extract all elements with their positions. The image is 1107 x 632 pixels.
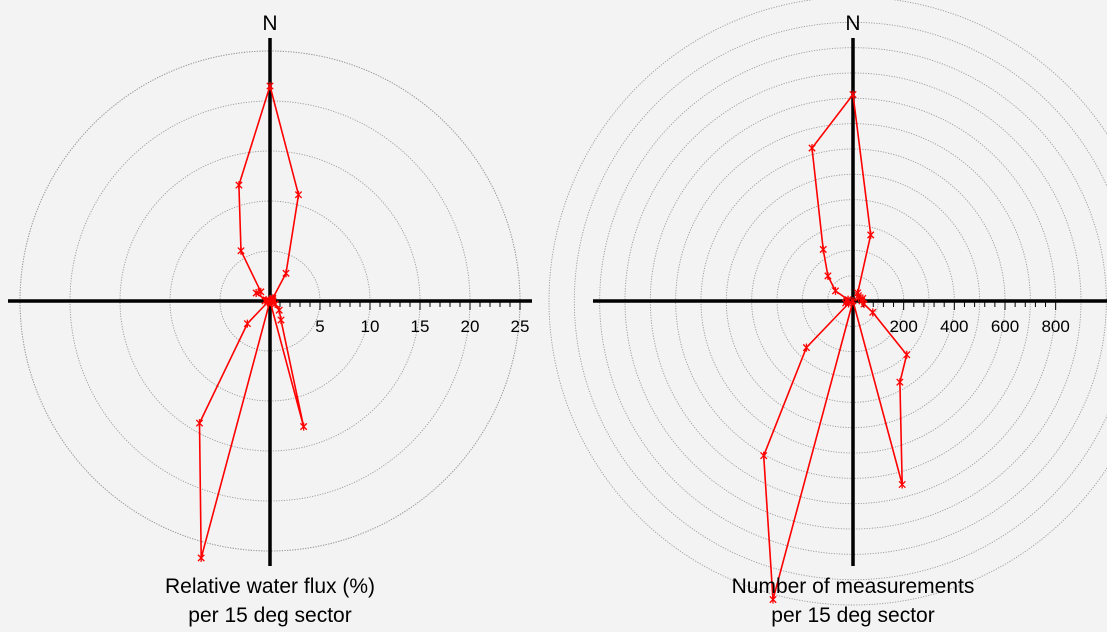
data-point-120deg — [271, 300, 279, 308]
data-point-165deg — [898, 480, 906, 489]
data-point-315deg — [257, 287, 265, 296]
r-tick-label-200: 200 — [889, 317, 917, 336]
r-ticks: 200 400 600 800 — [862, 301, 1070, 336]
data-point-345deg — [808, 144, 816, 153]
series-line — [762, 94, 908, 601]
measurement-count-rose: 200 400 600 800 N Number of measurements pe… — [548, 0, 1107, 627]
data-point-330deg — [819, 245, 827, 254]
data-point-285deg — [844, 295, 852, 304]
water-flux-rose: 5 10 15 20 25 N Relative water flux (%) per … — [8, 12, 532, 627]
r-tick-label-5: 5 — [315, 317, 324, 336]
data-point-30deg — [282, 269, 290, 278]
data-point-195deg — [197, 553, 205, 562]
data-point-15deg — [294, 190, 303, 199]
data-point-135deg — [903, 350, 911, 359]
r-tick-label-600: 600 — [991, 317, 1019, 336]
r-tick-label-10: 10 — [361, 317, 380, 336]
r-tick-label-400: 400 — [940, 317, 968, 336]
data-point-165deg — [299, 422, 308, 431]
r-tick-label-20: 20 — [461, 317, 480, 336]
data-point-150deg — [896, 378, 904, 387]
caption-line-1: Number of measurements — [732, 575, 975, 598]
data-point-210deg — [195, 419, 204, 428]
data-point-210deg — [760, 451, 768, 460]
data-point-315deg — [824, 271, 832, 280]
data-point-135deg — [275, 306, 283, 315]
r-tick-label-25: 25 — [511, 317, 530, 336]
data-point-15deg — [867, 230, 875, 239]
data-point-225deg — [243, 319, 252, 328]
north-label: N — [262, 12, 277, 35]
ring-outer — [548, 0, 1107, 606]
data-point-0deg — [849, 90, 857, 99]
r-ticks: 5 10 15 20 25 — [279, 301, 530, 336]
ring-1100 — [573, 21, 1107, 581]
caption-line-2: per 15 deg sector — [188, 604, 351, 627]
data-point-150deg — [277, 316, 285, 325]
data-point-285deg — [262, 295, 270, 304]
data-point-330deg — [237, 246, 245, 255]
data-point-300deg — [831, 286, 840, 295]
data-point-105deg — [860, 299, 868, 308]
series-water-flux — [195, 82, 308, 562]
caption-line-1: Relative water flux (%) — [165, 575, 375, 598]
data-point-225deg — [802, 343, 811, 352]
r-tick-label-800: 800 — [1041, 317, 1069, 336]
series-line — [198, 85, 305, 559]
north-label: N — [845, 12, 860, 35]
r-tick-label-15: 15 — [411, 317, 430, 336]
data-point-120deg — [869, 308, 877, 317]
series-measurements — [760, 90, 911, 604]
caption-line-2: per 15 deg sector — [771, 604, 934, 627]
data-point-195deg — [769, 595, 777, 604]
data-point-345deg — [235, 181, 243, 190]
data-point-0deg — [266, 82, 274, 90]
